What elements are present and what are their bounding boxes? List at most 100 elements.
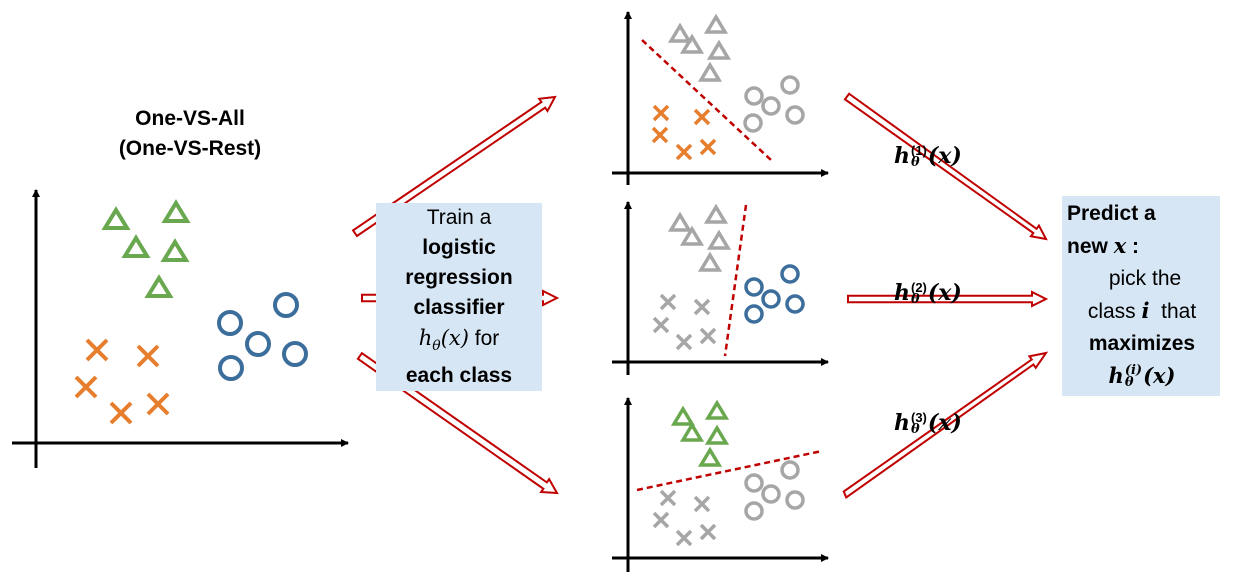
decision-boundary xyxy=(641,39,772,161)
circle-marker xyxy=(744,86,764,106)
cross-marker xyxy=(659,293,677,311)
triangle-marker xyxy=(121,234,151,258)
train-line-1: Train a xyxy=(426,206,492,229)
predict-h: h xyxy=(1108,363,1124,388)
hyp-1-arg: (x) xyxy=(927,143,962,169)
triangle-marker xyxy=(706,229,732,250)
circle-marker xyxy=(218,355,244,381)
subplot-3 xyxy=(612,397,829,572)
circle-marker xyxy=(217,310,243,336)
cross-marker xyxy=(693,298,711,316)
triangle-marker xyxy=(679,33,705,54)
circle-marker xyxy=(744,277,764,297)
train-box xyxy=(376,203,542,391)
predict-h-arg: (x) xyxy=(1143,363,1176,388)
cross-marker xyxy=(659,489,677,507)
train-line-5: hθ(x) for xyxy=(376,323,542,361)
circle-marker xyxy=(761,484,781,504)
circle-marker xyxy=(273,292,299,318)
subplot-1 xyxy=(612,11,829,185)
triangle-marker xyxy=(101,206,131,230)
hyp-3-scripts: (3) θ xyxy=(911,411,927,438)
cross-marker xyxy=(652,316,670,334)
triangle-marker xyxy=(703,203,729,224)
train-for: for xyxy=(474,327,500,350)
hyp-2-arg: (x) xyxy=(927,280,962,306)
cross-marker xyxy=(699,523,717,541)
train-line-4: classifier xyxy=(413,296,505,319)
cross-marker xyxy=(693,495,711,513)
circle-marker xyxy=(744,473,764,493)
cross-marker xyxy=(652,511,670,529)
predict-line-1: Predict a xyxy=(1067,202,1156,225)
predict-line-4: class i that xyxy=(1067,295,1217,328)
train-h: h xyxy=(418,326,433,350)
predict-line-2: new x : xyxy=(1067,230,1217,263)
hyp-3-h: h xyxy=(894,410,910,436)
predict-h-sub: θ xyxy=(1124,375,1134,391)
hyp-1-sup: (1) xyxy=(911,143,927,159)
hypothesis-label-1: h (1) θ (x) xyxy=(894,143,962,169)
circle-marker xyxy=(780,75,800,95)
circle-marker xyxy=(282,341,308,367)
cross-marker xyxy=(74,375,98,399)
cross-marker xyxy=(693,108,711,126)
train-line-3: regression xyxy=(405,266,513,289)
predict-class: class xyxy=(1087,300,1142,323)
hyp-3-sub: θ xyxy=(911,422,920,438)
decision-boundary xyxy=(636,449,823,492)
hyp-2-sub: θ xyxy=(911,292,920,308)
circle-marker xyxy=(780,460,800,480)
triangle-marker xyxy=(670,405,696,426)
cross-marker xyxy=(699,138,717,156)
triangle-marker xyxy=(706,39,732,60)
cross-marker xyxy=(136,344,160,368)
circle-marker xyxy=(744,501,764,521)
predict-h-sup: (i) xyxy=(1124,363,1143,379)
subplot-2 xyxy=(612,201,829,375)
cross-marker xyxy=(109,401,133,425)
triangle-marker xyxy=(679,421,705,442)
cross-marker xyxy=(699,327,717,345)
predict-h-scripts: (i) θ xyxy=(1124,363,1143,391)
cross-marker xyxy=(146,392,170,416)
predict-line-6: h (i) θ (x) xyxy=(1067,360,1217,393)
title-line-1: One-VS-All xyxy=(135,107,245,130)
hollow-arrow xyxy=(842,351,1049,499)
triangle-marker xyxy=(697,61,723,82)
triangle-marker xyxy=(697,446,723,467)
cross-marker xyxy=(675,143,693,161)
train-line-2: logistic xyxy=(422,236,496,259)
hyp-2-h: h xyxy=(894,280,910,306)
cross-marker xyxy=(675,529,693,547)
hypothesis-label-2: h (2) θ (x) xyxy=(894,280,962,306)
circle-marker xyxy=(245,331,271,357)
hyp-1-sub: θ xyxy=(911,155,920,171)
circle-marker xyxy=(743,113,763,133)
predict-colon: : xyxy=(1126,235,1140,258)
title-line-2: (One-VS-Rest) xyxy=(118,137,262,160)
circle-marker xyxy=(744,304,764,324)
circle-marker xyxy=(780,264,800,284)
triangle-marker xyxy=(161,199,191,223)
diagram-title: One-VS-All (One-VS-Rest) xyxy=(95,104,285,164)
predict-i: i xyxy=(1141,298,1150,323)
predict-that: that xyxy=(1149,300,1197,323)
predict-x: x xyxy=(1113,233,1127,258)
cross-marker xyxy=(651,126,669,144)
hyp-2-scripts: (2) θ xyxy=(911,281,927,308)
triangle-marker xyxy=(667,22,693,43)
triangle-marker xyxy=(667,211,693,232)
train-h-arg: (x) xyxy=(440,326,469,350)
circle-marker xyxy=(761,289,781,309)
hyp-1-scripts: (1) θ xyxy=(911,143,927,171)
predict-line-3: pick the xyxy=(1108,267,1182,290)
circle-marker xyxy=(761,96,781,116)
triangle-marker xyxy=(160,238,190,262)
triangle-marker xyxy=(697,251,723,272)
main-plot xyxy=(12,189,349,468)
cross-marker xyxy=(675,333,693,351)
train-line-6: each class xyxy=(405,364,513,388)
circle-marker xyxy=(785,490,805,510)
